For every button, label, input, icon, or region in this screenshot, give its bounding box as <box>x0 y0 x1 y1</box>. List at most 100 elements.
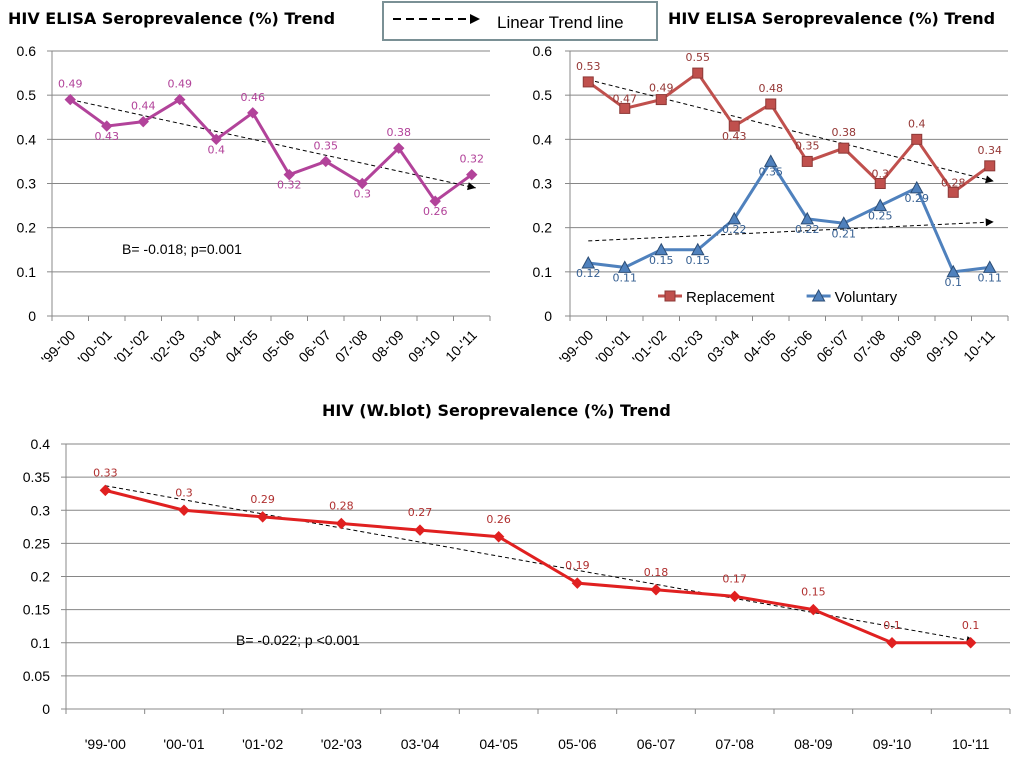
x-tick-label: 07-'08 <box>332 327 371 366</box>
data-label: 0.49 <box>58 78 83 91</box>
x-tick-label: 06-'07 <box>295 327 334 366</box>
data-label: 0.27 <box>408 506 433 519</box>
data-label: 0.43 <box>722 130 747 143</box>
data-label: 0.15 <box>801 586 826 599</box>
data-label: 0.48 <box>759 82 784 95</box>
x-tick-label: 03-'04 <box>704 327 743 366</box>
series-0-point-10 <box>947 186 959 198</box>
x-tick-label: '00-'01 <box>592 327 633 368</box>
x-tick-label: 08-'09 <box>886 327 925 366</box>
data-label: 0.26 <box>486 513 511 526</box>
data-label: 0.29 <box>905 192 930 205</box>
chart-elisa-by-donor: HIV ELISA Seroprevalence (%) Trend 0 0.1 0.… <box>533 9 1009 368</box>
y-tick-label: 0.6 <box>533 43 553 59</box>
data-label: 0.18 <box>644 566 669 579</box>
series-0-point-11 <box>964 637 977 649</box>
data-label: 0.15 <box>649 254 674 267</box>
series-0-point-11 <box>984 160 996 172</box>
series-1-point-8 <box>873 198 888 212</box>
series-0-point-7 <box>320 155 332 168</box>
series-0-point-4 <box>414 524 426 536</box>
legend-label: Voluntary <box>835 289 898 306</box>
chart-title: HIV ELISA Seroprevalence (%) Trend <box>8 9 335 28</box>
x-tick-label: 03-'04 <box>401 736 440 752</box>
series-0-point-legend <box>664 290 676 302</box>
series-0-point-1 <box>101 120 113 132</box>
series-0-point-5 <box>492 531 505 543</box>
data-label: 0.21 <box>832 227 857 240</box>
series-1-point-2 <box>654 242 669 256</box>
y-tick-label: 0.05 <box>23 668 50 684</box>
x-tick-label: 07-'08 <box>850 327 889 366</box>
data-label: 0.46 <box>241 91 266 104</box>
series-0-point-8 <box>356 177 368 190</box>
series-0-point-1 <box>619 102 631 114</box>
data-label: 0.1 <box>883 619 901 632</box>
data-label: 0.22 <box>722 223 747 236</box>
x-tick-label: 08-'09 <box>368 327 407 366</box>
series-0-point-4 <box>210 133 222 146</box>
x-tick-label: 06-'07 <box>813 327 852 366</box>
data-label: 0.3 <box>354 188 372 201</box>
series-0-point-5 <box>765 98 777 110</box>
series-0-point-4 <box>728 120 740 132</box>
y-tick-label: 0.15 <box>23 602 50 618</box>
y-tick-label: 0.3 <box>31 502 51 518</box>
data-label: 0.38 <box>387 126 412 139</box>
chart-title: HIV ELISA Seroprevalence (%) Trend <box>668 9 995 28</box>
series-0-point-7 <box>650 584 662 596</box>
x-tick-label: '01-'02 <box>242 736 283 752</box>
trend-arrowhead <box>985 175 994 184</box>
x-tick-label: 10-'11 <box>960 327 998 365</box>
trend-legend-label: Linear Trend line <box>497 13 624 32</box>
x-tick-label: 03-'04 <box>186 327 225 366</box>
series-1-point-1 <box>617 260 632 273</box>
series-0-point-8 <box>874 178 886 189</box>
series-0-point-3 <box>174 93 186 106</box>
y-tick-label: 0.5 <box>17 87 37 103</box>
data-label: 0.12 <box>576 267 601 280</box>
x-tick-label: '99-'00 <box>85 736 126 752</box>
y-tick-label: 0 <box>28 308 36 324</box>
series-1-point-0 <box>581 255 596 269</box>
series-line <box>104 488 971 645</box>
series-1-point-11 <box>982 260 997 273</box>
data-label: 0.38 <box>832 126 857 139</box>
y-tick-label: 0 <box>544 308 552 324</box>
series-1-point-4 <box>727 211 742 225</box>
series-line-replacement <box>587 70 991 195</box>
series-0-point-2 <box>137 115 149 128</box>
regression-annotation: B= -0.018; p=0.001 <box>122 241 242 257</box>
series-0-point-6 <box>283 168 295 181</box>
y-tick-label: 0.4 <box>17 131 37 147</box>
series-0-point-2 <box>655 94 667 106</box>
x-tick-label: 05-'06 <box>777 327 816 366</box>
data-label: 0.1 <box>962 619 980 632</box>
series-1-point-6 <box>800 211 815 225</box>
y-tick-label: 0.1 <box>31 635 51 651</box>
trend-line <box>105 485 975 642</box>
data-label: 0.1 <box>945 276 963 289</box>
trend-legend-box: Linear Trend line <box>382 1 658 41</box>
x-tick-label: '02-'03 <box>321 736 362 752</box>
data-label: 0.32 <box>460 153 485 166</box>
y-tick-label: 0.5 <box>533 87 553 103</box>
chart-wblot: HIV (W.blot) Seroprevalence (%) Trend 0 0.… <box>23 401 1011 752</box>
chart-elisa-overall: HIV ELISA Seroprevalence (%) Trend 0 0.1 0.… <box>8 9 491 368</box>
series-0-point-1 <box>178 504 190 516</box>
y-tick-label: 0.2 <box>533 220 553 236</box>
y-tick-label: 0 <box>42 701 50 717</box>
x-tick-label: 10-'11 <box>952 736 990 752</box>
data-label: 0.3 <box>872 168 890 181</box>
x-tick-label: 06-'07 <box>637 736 676 752</box>
data-label: 0.53 <box>576 60 601 73</box>
series-0-point-9 <box>807 603 820 616</box>
legend-label: Replacement <box>686 289 775 306</box>
data-label: 0.34 <box>978 144 1003 157</box>
x-tick-label: 10-'11 <box>442 327 480 365</box>
series-0-point-5 <box>247 107 259 119</box>
legend-entry-voluntary: Voluntary <box>806 288 898 306</box>
series-1-point-5 <box>763 154 778 167</box>
x-tick-label: '01-'02 <box>111 327 152 368</box>
y-tick-label: 0.4 <box>533 131 553 147</box>
